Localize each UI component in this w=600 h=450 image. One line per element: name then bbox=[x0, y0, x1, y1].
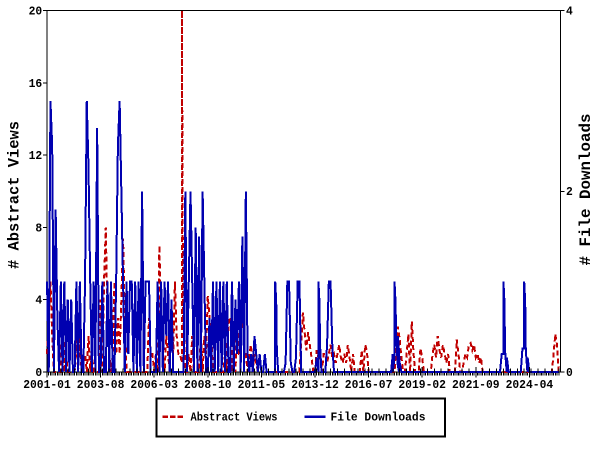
svg-text:2: 2 bbox=[566, 185, 573, 199]
svg-text:2013-12: 2013-12 bbox=[291, 378, 339, 392]
svg-text:2006-03: 2006-03 bbox=[130, 378, 178, 392]
svg-text:Abstract Views: Abstract Views bbox=[191, 411, 278, 425]
svg-text:2001-01: 2001-01 bbox=[23, 378, 71, 392]
svg-text:2011-05: 2011-05 bbox=[238, 378, 286, 392]
svg-text:8: 8 bbox=[35, 221, 42, 235]
svg-text:0: 0 bbox=[566, 366, 573, 380]
svg-text:4: 4 bbox=[35, 294, 42, 308]
svg-text:2024-04: 2024-04 bbox=[506, 378, 554, 392]
svg-text:20: 20 bbox=[29, 5, 43, 19]
svg-text:2016-07: 2016-07 bbox=[345, 378, 393, 392]
svg-text:2019-02: 2019-02 bbox=[398, 378, 446, 392]
svg-text:# File Downloads: # File Downloads bbox=[577, 114, 595, 266]
svg-text:# Abstract Views: # Abstract Views bbox=[6, 121, 24, 269]
svg-text:2003-08: 2003-08 bbox=[77, 378, 125, 392]
svg-text:12: 12 bbox=[29, 149, 43, 163]
svg-text:2008-10: 2008-10 bbox=[184, 378, 232, 392]
svg-text:16: 16 bbox=[29, 77, 43, 91]
svg-text:4: 4 bbox=[566, 5, 573, 19]
svg-text:0: 0 bbox=[35, 366, 42, 380]
svg-text:2021-09: 2021-09 bbox=[452, 378, 500, 392]
svg-text:File Downloads: File Downloads bbox=[331, 411, 426, 425]
